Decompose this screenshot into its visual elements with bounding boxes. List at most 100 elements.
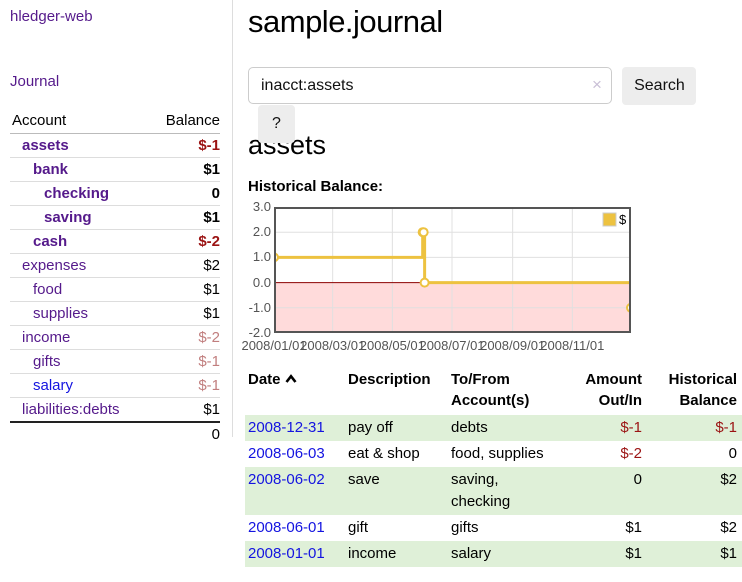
transaction-description: save <box>348 471 380 488</box>
register-row: 2008-01-01 income salary $1 $1 <box>245 541 742 567</box>
search-button[interactable]: Search <box>622 67 697 105</box>
account-balance: $2 <box>148 253 220 278</box>
transaction-description: pay off <box>348 419 393 436</box>
register-row: 2008-12-31 pay off debts $-1 $-1 <box>245 415 742 441</box>
help-button[interactable]: ? <box>258 105 295 143</box>
account-balance: $1 <box>148 397 220 422</box>
accounts-header-account: Account <box>10 109 149 134</box>
transaction-date-link[interactable]: 2008-06-02 <box>248 471 325 488</box>
account-balance: $1 <box>148 301 220 326</box>
date-header-label: Date <box>248 371 281 388</box>
register-row: 2008-06-02 save saving, checking 0 $2 <box>245 467 742 515</box>
account-row-checking: checking 0 <box>10 181 220 206</box>
x-axis-tick-label: 2008/07/01 <box>419 338 485 353</box>
accounts-total: 0 <box>148 421 220 446</box>
clear-search-icon[interactable]: × <box>592 75 602 94</box>
transaction-accounts: gifts <box>451 519 479 536</box>
plot-border <box>274 207 631 333</box>
register-table: Date Description To/From Account(s) Amou… <box>245 367 742 567</box>
account-link-assets[interactable]: assets <box>22 137 69 154</box>
transaction-date-link[interactable]: 2008-06-01 <box>248 519 325 536</box>
account-balance: $-1 <box>148 373 220 398</box>
sort-ascending-icon <box>284 369 297 390</box>
transaction-date-link[interactable]: 2008-12-31 <box>248 419 325 436</box>
search-input[interactable] <box>248 67 612 104</box>
account-link-food[interactable]: food <box>33 281 63 298</box>
account-balance: 0 <box>148 181 220 206</box>
account-link-income[interactable]: income <box>22 329 71 346</box>
transaction-amount: $1 <box>625 545 642 562</box>
account-row-liabilities-debts: liabilities:debts $1 <box>10 397 220 422</box>
transaction-balance: $2 <box>720 519 737 536</box>
account-link-liabilities-debts[interactable]: liabilities:debts <box>22 401 120 418</box>
register-header-description: Description <box>348 371 431 388</box>
app-brand-link[interactable]: hledger-web <box>10 8 93 25</box>
account-row-gifts: gifts $-1 <box>10 349 220 374</box>
transaction-balance: $1 <box>720 545 737 562</box>
register-header-date[interactable]: Date <box>245 367 345 415</box>
transaction-date-link[interactable]: 2008-01-01 <box>248 545 325 562</box>
account-row-income: income $-2 <box>10 325 220 350</box>
account-balance: $-1 <box>148 349 220 374</box>
transaction-amount: $-1 <box>620 419 642 436</box>
account-balance: $-2 <box>148 325 220 350</box>
register-row: 2008-06-03 eat & shop food, supplies $-2… <box>245 441 742 467</box>
main-content: sample.journal × Search ? assets Histori… <box>241 0 742 567</box>
account-link-saving[interactable]: saving <box>44 209 92 226</box>
account-link-checking[interactable]: checking <box>44 185 110 202</box>
transaction-date-link[interactable]: 2008-06-03 <box>248 445 325 462</box>
transaction-accounts: saving, checking <box>451 471 511 510</box>
legend-swatch <box>602 212 617 227</box>
account-link-expenses[interactable]: expenses <box>22 257 87 274</box>
transaction-balance: 0 <box>728 445 737 462</box>
x-axis-tick-label: 2008/05/01 <box>359 338 425 353</box>
transaction-description: eat & shop <box>348 445 420 462</box>
account-link-gifts[interactable]: gifts <box>33 353 61 370</box>
x-axis-tick-label: 2008/11/01 <box>540 338 605 353</box>
account-row-assets: assets $-1 <box>10 134 220 158</box>
data-point <box>418 227 429 238</box>
y-axis-tick-label: -1.0 <box>248 299 271 315</box>
transaction-balance: $-1 <box>715 419 737 436</box>
nav-journal-link[interactable]: Journal <box>10 73 60 90</box>
accounts-header-row: Account Balance <box>10 109 220 134</box>
x-axis-tick-label: 2008/01/01 <box>241 338 307 353</box>
account-link-cash[interactable]: cash <box>33 233 68 250</box>
accounts-total-row: 0 <box>10 421 220 446</box>
data-point <box>419 277 430 288</box>
accounts-header-balance: Balance <box>148 109 220 134</box>
y-axis-tick-label: 3.0 <box>252 199 271 214</box>
account-link-bank[interactable]: bank <box>33 161 69 178</box>
x-axis-tick-label: 2008/09/01 <box>480 338 546 353</box>
transaction-amount: 0 <box>633 471 642 488</box>
account-heading: assets <box>248 130 327 160</box>
account-balance: $-1 <box>198 137 220 154</box>
account-link-salary[interactable]: salary <box>33 377 74 394</box>
register-header-balance: Historical Balance <box>668 371 737 409</box>
register-row: 2008-06-01 gift gifts $1 $2 <box>245 515 742 541</box>
y-axis-tick-label: 1.0 <box>252 249 271 265</box>
transaction-description: gift <box>348 519 369 536</box>
transaction-accounts: salary <box>451 545 492 562</box>
account-balance: $1 <box>148 157 220 182</box>
transaction-amount: $-2 <box>620 445 642 462</box>
search-bar: × Search ? <box>248 67 742 143</box>
transaction-amount: $1 <box>625 519 642 536</box>
chart-plot-area: $ <box>274 207 631 333</box>
transaction-accounts: debts <box>451 419 488 436</box>
account-row-salary: salary $-1 <box>10 373 220 398</box>
account-balance: $-2 <box>148 229 220 254</box>
account-row-saving: saving $1 <box>10 205 220 230</box>
account-row-food: food $1 <box>10 277 220 302</box>
legend-label: $ <box>619 212 627 227</box>
x-axis-tick-label: 2008/03/01 <box>300 338 366 353</box>
page-title: sample.journal <box>248 4 443 39</box>
transaction-description: income <box>348 545 397 562</box>
account-row-supplies: supplies $1 <box>10 301 220 326</box>
account-balance: $1 <box>148 205 220 230</box>
register-header-accounts: To/From Account(s) <box>451 371 530 409</box>
transaction-accounts: food, supplies <box>451 445 544 462</box>
y-axis-tick-label: 0.0 <box>252 274 271 290</box>
account-row-expenses: expenses $2 <box>10 253 220 278</box>
account-link-supplies[interactable]: supplies <box>33 305 89 322</box>
